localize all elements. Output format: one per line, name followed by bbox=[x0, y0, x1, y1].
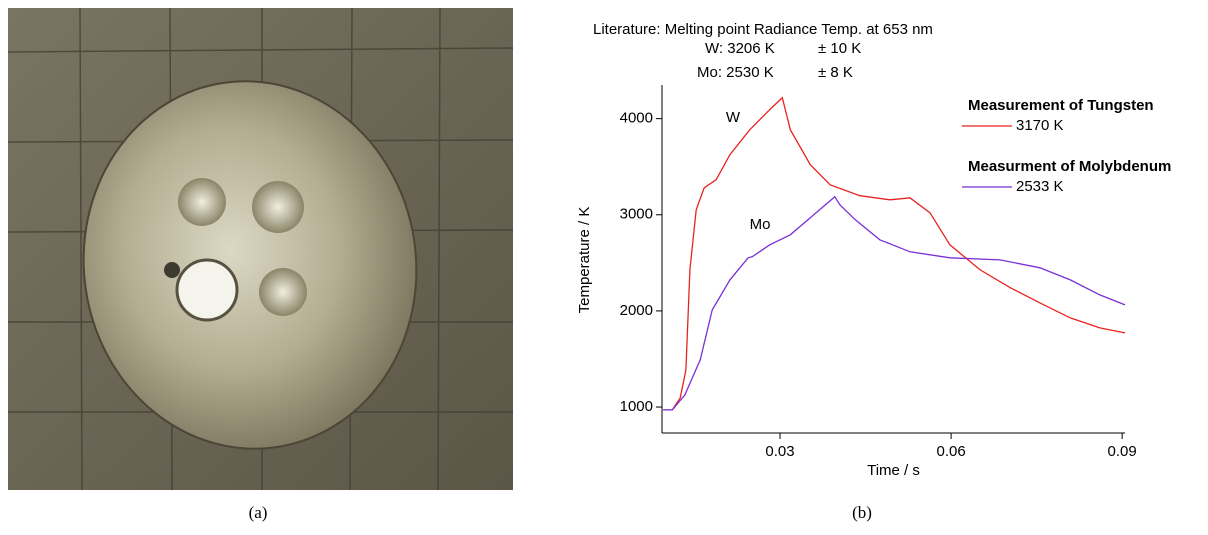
note: ± 8 K bbox=[818, 64, 853, 81]
legend-label: 3170 K bbox=[1016, 117, 1064, 134]
curve-label: Mo bbox=[750, 216, 771, 233]
caption: (b) bbox=[852, 503, 872, 522]
x-axis-label: Time / s bbox=[867, 462, 920, 479]
x-tick-label: 0.03 bbox=[765, 443, 794, 460]
y-axis-label: Temperature / K bbox=[576, 207, 593, 314]
note: ± 10 K bbox=[818, 40, 861, 57]
legend-title: Measurment of Molybdenum bbox=[968, 158, 1171, 175]
series-line bbox=[663, 96, 1126, 411]
note: Literature: Melting point Radiance Temp.… bbox=[593, 21, 933, 38]
y-tick-label: 3000 bbox=[620, 206, 653, 223]
photo bbox=[7, 7, 514, 491]
y-tick-label: 1000 bbox=[620, 398, 653, 415]
curve-label: W bbox=[726, 109, 741, 126]
note: Mo: 2530 K bbox=[697, 64, 774, 81]
x-tick-label: 0.09 bbox=[1108, 443, 1137, 460]
y-tick-label: 4000 bbox=[620, 110, 653, 127]
chart: 1000 2000 3000 4000 0.03 0.06 0.09 Time / s Temp… bbox=[576, 21, 1171, 479]
y-tick-label: 2000 bbox=[620, 302, 653, 319]
x-tick-label: 0.06 bbox=[936, 443, 965, 460]
caption: (a) bbox=[249, 503, 268, 522]
series-line bbox=[663, 195, 1126, 411]
note: W: 3206 K bbox=[705, 40, 775, 57]
legend-label: 2533 K bbox=[1016, 178, 1064, 195]
legend-title: Measurement of Tungsten bbox=[968, 97, 1154, 114]
